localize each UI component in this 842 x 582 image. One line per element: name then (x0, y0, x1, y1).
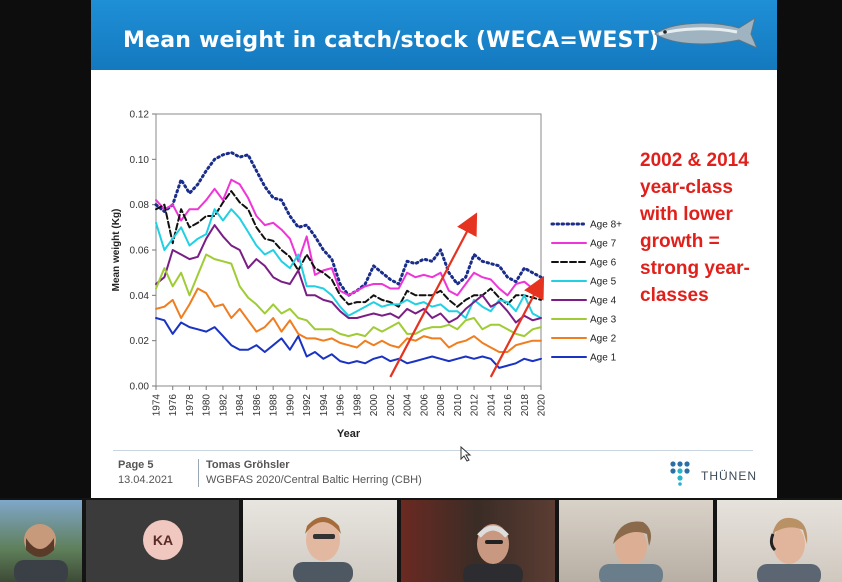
x-tick-label: 1978 (185, 394, 196, 417)
y-axis-label: Mean weight (Kg) (111, 209, 122, 292)
x-tick-label: 2012 (470, 394, 481, 417)
slide-date: 13.04.2021 (118, 474, 174, 486)
x-tick-label: 1976 (168, 394, 179, 417)
participant-video-5[interactable] (559, 500, 713, 582)
series-line-age-1 (155, 317, 542, 369)
participant-video-6[interactable] (717, 500, 842, 582)
person-icon (463, 524, 523, 582)
red-arrow (389, 212, 478, 378)
x-axis-label: Year (337, 428, 361, 440)
slide-title: Mean weight in catch/stock (WECA=WEST) (123, 28, 660, 53)
series-line-age-2 (155, 287, 542, 353)
x-tick-label: 1982 (218, 394, 229, 417)
x-tick-label: 2020 (537, 394, 548, 417)
series-line-age-5 (155, 208, 542, 319)
series-line-age-4 (155, 224, 542, 324)
x-tick-label: 2018 (520, 394, 531, 417)
author-name: Tomas Gröhsler (206, 459, 290, 471)
logo-text: THÜNEN (701, 469, 757, 483)
x-tick-label: 2010 (453, 394, 464, 417)
x-tick-label: 2014 (486, 394, 497, 417)
participant-video-1[interactable] (0, 500, 82, 582)
herring-fish-icon (654, 16, 758, 49)
series-line-age-3 (155, 253, 542, 338)
y-tick-label: 0.00 (130, 382, 150, 393)
person-icon (599, 521, 663, 582)
slide-banner: Mean weight in catch/stock (WECA=WEST) (91, 0, 777, 70)
person-icon (757, 517, 821, 582)
x-tick-label: 1998 (352, 394, 363, 417)
y-tick-label: 0.12 (130, 110, 150, 121)
y-tick-label: 0.10 (130, 155, 150, 166)
y-tick-label: 0.06 (130, 246, 150, 257)
x-tick-label: 1986 (252, 394, 263, 417)
series-line-age-7 (155, 178, 542, 297)
x-tick-label: 1994 (319, 394, 330, 417)
red-arrow (489, 275, 545, 378)
mouse-cursor-icon (460, 446, 472, 462)
x-tick-label: 2008 (436, 394, 447, 417)
series-line-age-8- (154, 151, 543, 297)
x-tick-label: 1992 (302, 394, 313, 417)
participant-video-3[interactable] (243, 500, 397, 582)
legend-label: Age 1 (590, 353, 617, 364)
y-tick-label: 0.02 (130, 336, 150, 347)
person-icon (293, 517, 353, 582)
annotation-text: 2002 & 2014 year-class with lower growth… (640, 150, 750, 306)
legend-label: Age 8+ (590, 220, 622, 231)
mean-weight-chart: 0.00 0.02 0.04 0.06 0.08 0.10 0.12 1974 1976 1978… (111, 110, 622, 441)
x-tick-label: 1974 (152, 394, 163, 417)
legend-label: Age 3 (590, 315, 617, 326)
participant-avatar: KA (143, 520, 183, 560)
x-tick-label: 1990 (285, 394, 296, 417)
person-icon (14, 524, 68, 582)
series-line-age-6 (155, 190, 542, 308)
thuenen-logo-icon (670, 461, 690, 486)
x-tick-label: 2006 (419, 394, 430, 417)
x-tick-label: 1988 (269, 394, 280, 417)
y-tick-label: 0.04 (130, 291, 150, 302)
x-tick-label: 1984 (235, 394, 246, 417)
x-tick-label: 2004 (403, 394, 414, 417)
slide: Mean weight in catch/stock (WECA=WEST) 2… (91, 0, 777, 498)
event-name: WGBFAS 2020/Central Baltic Herring (CBH) (206, 474, 422, 486)
x-tick-label: 2002 (386, 394, 397, 417)
participant-video-4[interactable] (401, 500, 555, 582)
x-tick-label: 1996 (336, 394, 347, 417)
legend-label: Age 2 (590, 334, 617, 345)
legend-label: Age 6 (590, 258, 617, 269)
page-number: Page 5 (118, 459, 154, 471)
x-tick-label: 1980 (202, 394, 213, 417)
footer-divider (113, 450, 753, 451)
x-tick-label: 2016 (503, 394, 514, 417)
x-tick-label: 2000 (369, 394, 380, 417)
legend-label: Age 7 (590, 239, 617, 250)
y-tick-label: 0.08 (130, 200, 150, 211)
legend-label: Age 4 (590, 296, 617, 307)
legend-label: Age 5 (590, 277, 617, 288)
footer-separator (198, 459, 199, 487)
